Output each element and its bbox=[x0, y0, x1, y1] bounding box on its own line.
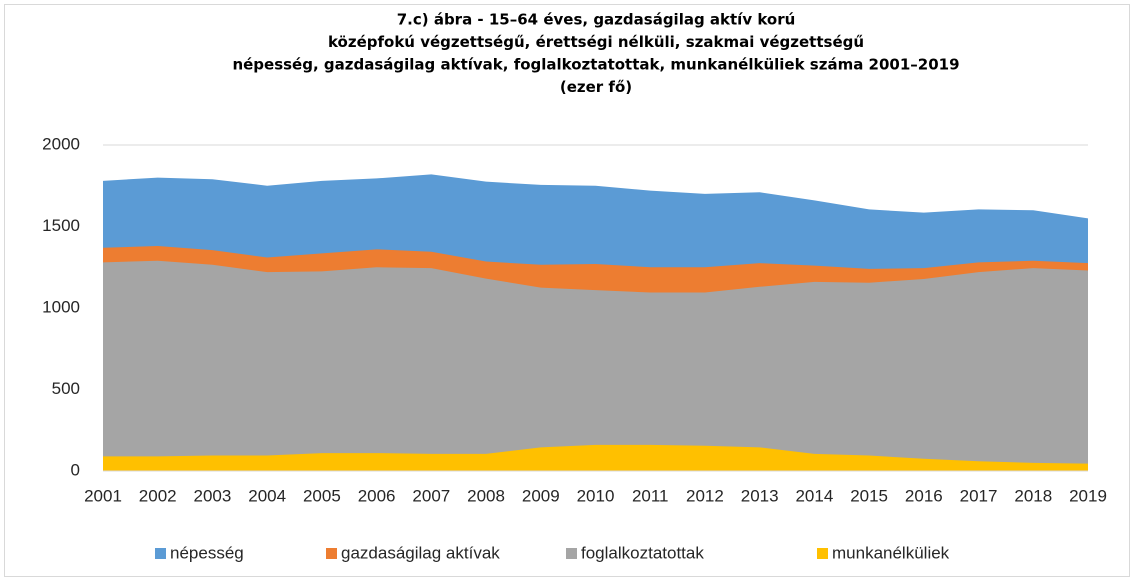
area bbox=[103, 444, 1088, 471]
x-tick-label: 2019 bbox=[1069, 486, 1107, 505]
legend-swatch bbox=[566, 548, 577, 559]
x-tick-label: 2014 bbox=[795, 486, 833, 505]
x-tick-label: 2009 bbox=[522, 486, 560, 505]
x-tick-label: 2012 bbox=[686, 486, 724, 505]
y-tick-label: 0 bbox=[71, 460, 80, 479]
x-tick-label: 2011 bbox=[632, 486, 669, 505]
x-tick-label: 2017 bbox=[960, 486, 998, 505]
y-tick-label: 1000 bbox=[42, 297, 80, 316]
chart-title: (ezer fő) bbox=[560, 78, 632, 96]
legend-label: munkanélküliek bbox=[832, 543, 950, 562]
y-tick-label: 500 bbox=[52, 379, 80, 398]
chart-title: középfokú végzettségű, érettségi nélküli… bbox=[328, 33, 864, 51]
x-tick-label: 2004 bbox=[248, 486, 286, 505]
x-tick-label: 2007 bbox=[412, 486, 450, 505]
chart-title: 7.c) ábra - 15–64 éves, gazdaságilag akt… bbox=[397, 11, 796, 29]
legend-swatch bbox=[326, 548, 337, 559]
x-tick-label: 2008 bbox=[467, 486, 505, 505]
chart-title: népesség, gazdaságilag aktívak, foglalko… bbox=[232, 56, 959, 74]
x-tick-label: 2015 bbox=[850, 486, 888, 505]
x-tick-label: 2005 bbox=[303, 486, 341, 505]
legend-label: foglalkoztatottak bbox=[581, 543, 704, 562]
legend-label: gazdaságilag aktívak bbox=[341, 543, 500, 562]
legend-label: népesség bbox=[170, 543, 244, 562]
x-tick-label: 2016 bbox=[905, 486, 943, 505]
x-tick-label: 2003 bbox=[194, 486, 232, 505]
legend-swatch bbox=[817, 548, 828, 559]
x-tick-label: 2010 bbox=[577, 486, 615, 505]
x-tick-label: 2002 bbox=[139, 486, 177, 505]
x-tick-label: 2018 bbox=[1014, 486, 1052, 505]
legend-swatch bbox=[155, 548, 166, 559]
x-tick-label: 2001 bbox=[84, 486, 122, 505]
y-tick-label: 2000 bbox=[42, 134, 80, 153]
y-tick-label: 1500 bbox=[42, 216, 80, 235]
x-tick-label: 2006 bbox=[358, 486, 396, 505]
area bbox=[103, 260, 1088, 471]
x-tick-label: 2013 bbox=[741, 486, 779, 505]
